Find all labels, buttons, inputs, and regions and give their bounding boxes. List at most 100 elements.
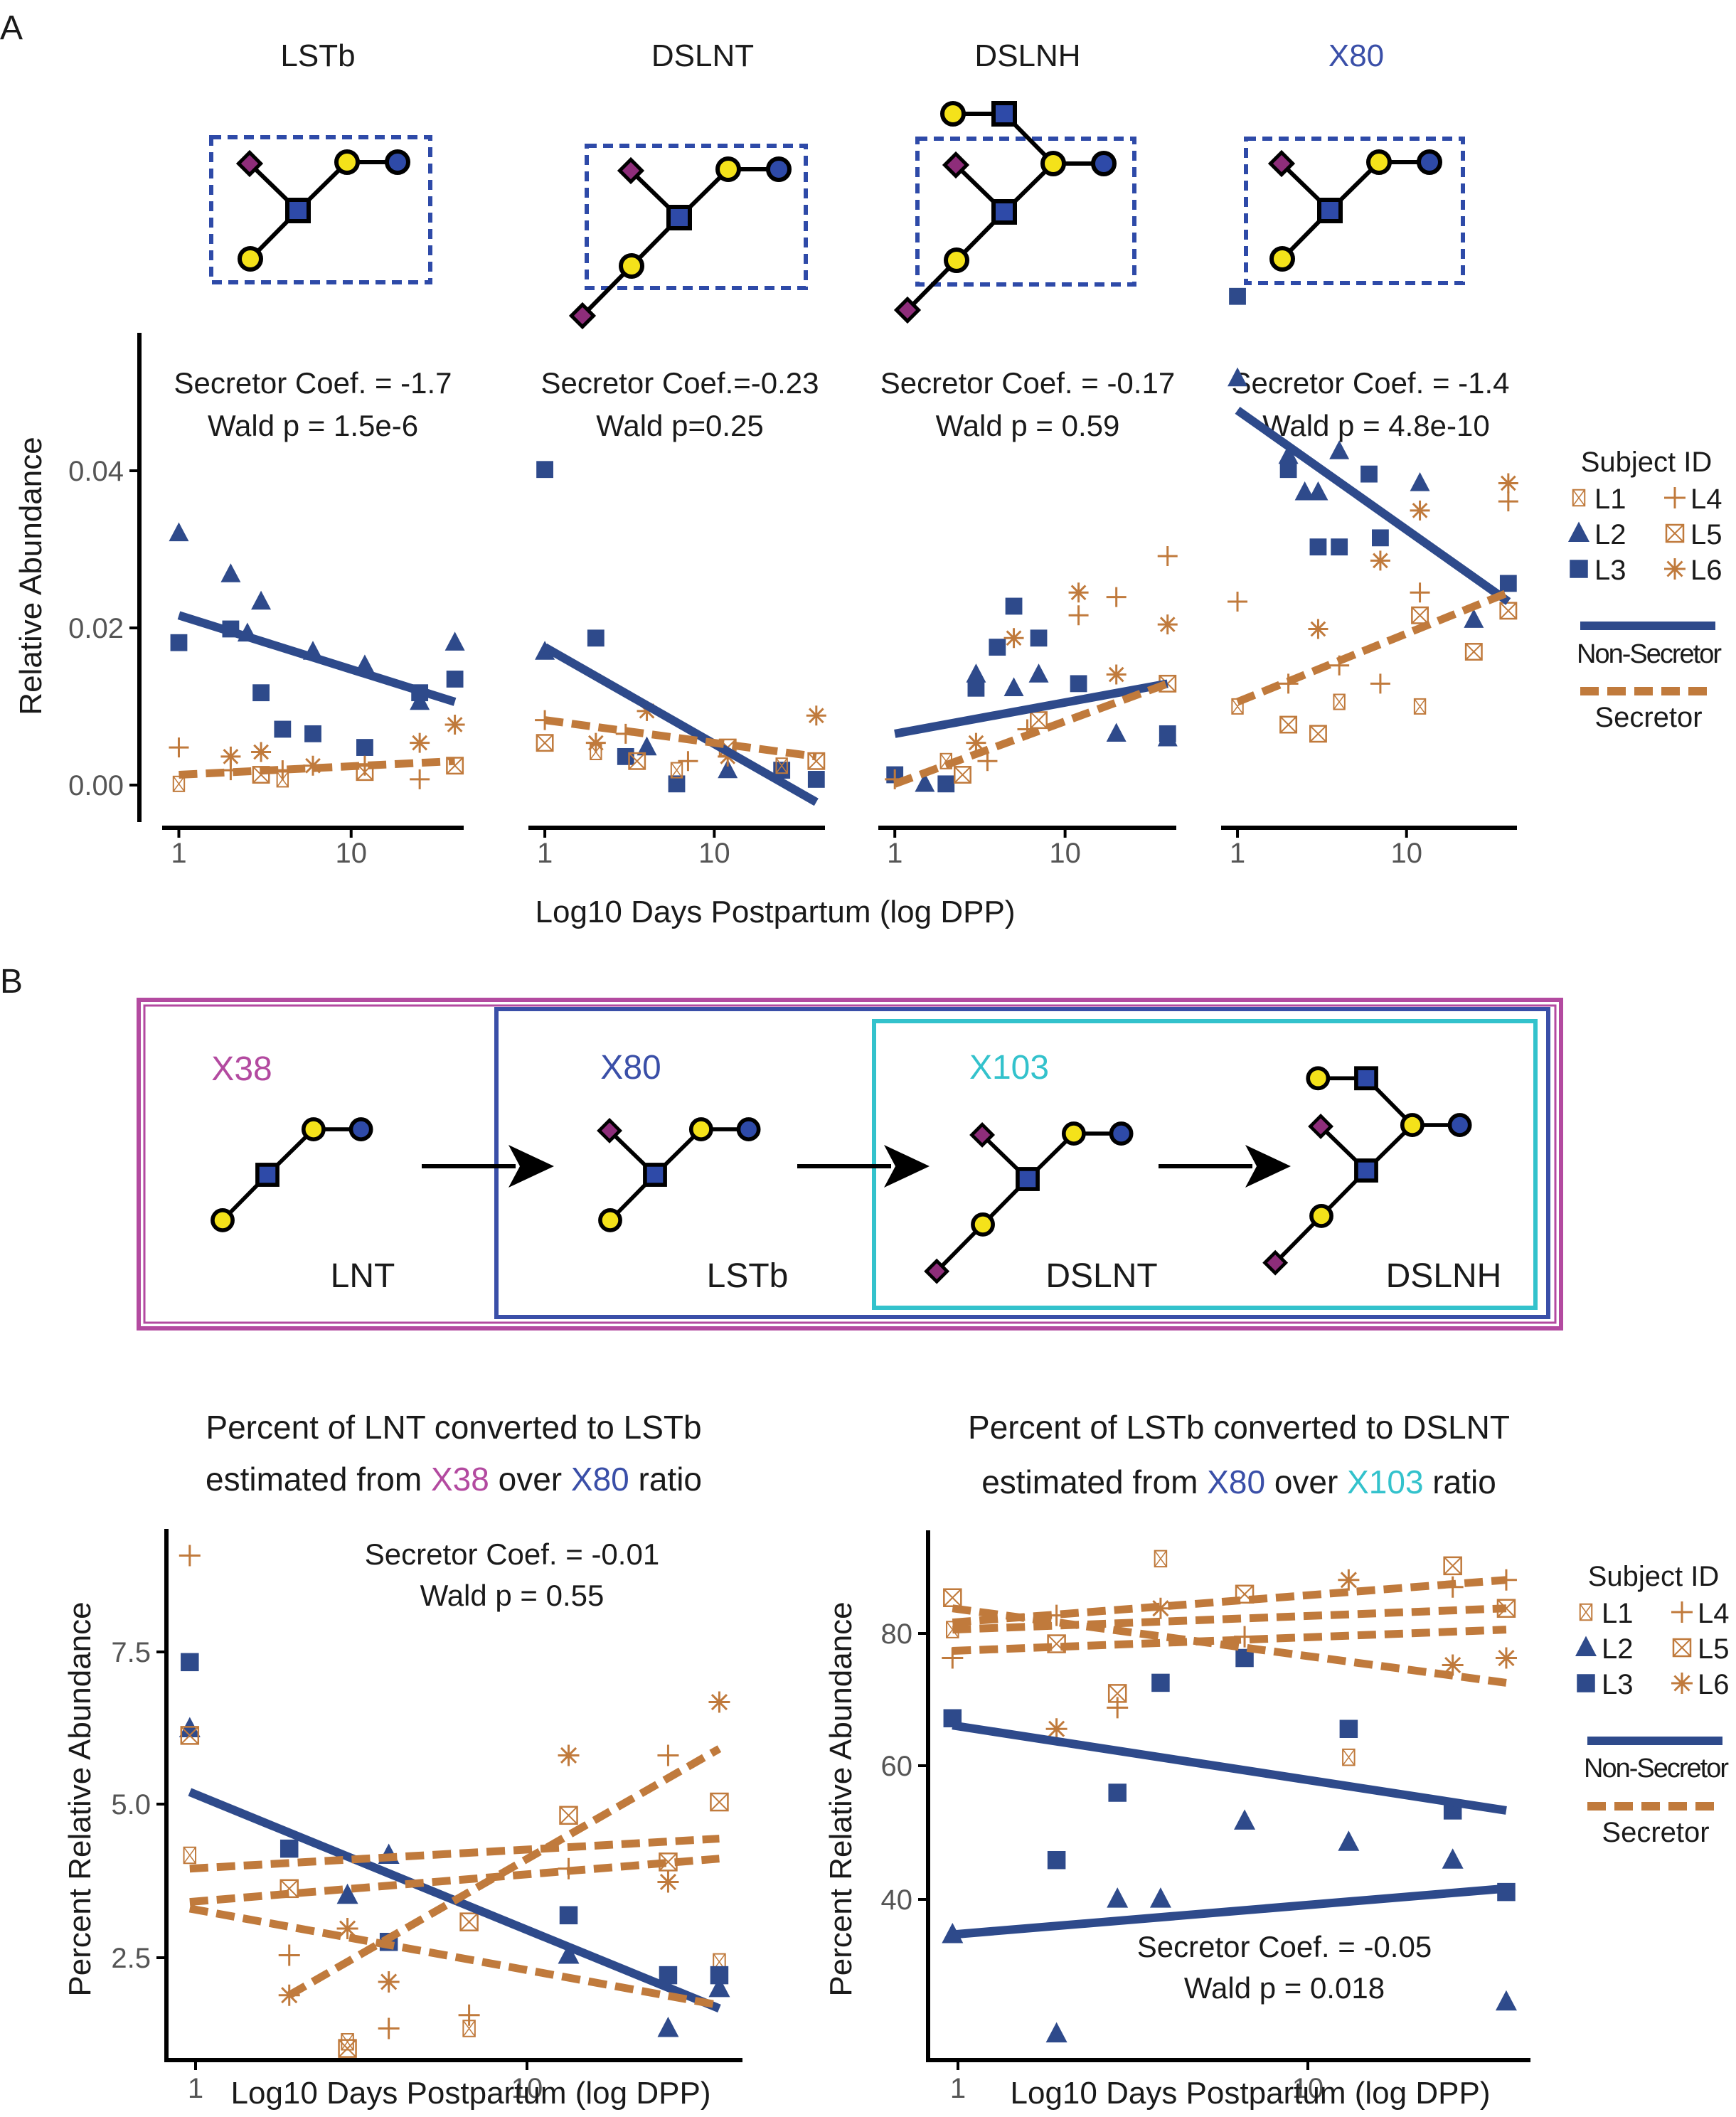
facet-dslnt-plot-point-21	[806, 705, 826, 726]
plot-lstb-to-dslnt-point-35	[1495, 1647, 1517, 1669]
plot-lnt-to-lstb-point-14	[378, 2017, 400, 2039]
facet-lstb-plot	[169, 522, 465, 792]
facet-lstb-plot-fit-0	[177, 611, 457, 706]
legend-b-marker-L3	[1577, 1674, 1595, 1692]
facet-dslnt-plot-point-10	[536, 734, 554, 752]
facet-dslnt-plot-point-5	[668, 775, 686, 793]
facet-x80-plot-point-5	[1308, 481, 1328, 501]
facet-lstb-plot-point-15	[446, 671, 464, 688]
glycan-lnt-b	[213, 1119, 371, 1230]
plot-lstb-to-dslnt-point-11	[1107, 1887, 1129, 1908]
facet-dslnh-plot-point-11	[1106, 722, 1127, 742]
facet-lstb-plot-point-24	[303, 755, 323, 776]
plot-lstb-to-dslnt-point-17	[1154, 1550, 1168, 1568]
plot-lnt-to-lstb	[179, 1545, 730, 2058]
facet-dslnt-plot-point-6	[718, 759, 738, 779]
stat-coef-br: Secretor Coef. = -0.05	[1137, 1930, 1432, 1963]
facet-dslnt-plot	[535, 461, 826, 806]
legend-a-l2: L2	[1594, 519, 1626, 550]
facet-dslnt-plot-point-4	[637, 736, 657, 756]
facet-x80-plot-point-1	[1228, 367, 1248, 387]
glycan-dslnh	[896, 103, 1136, 321]
facet-x80-plot-point-14	[1228, 592, 1248, 612]
legend-a: Subject ID L1 L2 L3 L4 L5 L6 Non-Secreto…	[1568, 447, 1723, 733]
y-tick-a-1: 0.02	[68, 613, 124, 644]
legend-a-l6: L6	[1690, 555, 1722, 586]
facet-dslnh-plot-fit-0	[894, 679, 1168, 738]
x-axis-label-a: Log10 Days Postpartum (log DPP)	[536, 895, 1016, 929]
plot-lnt-to-lstb-point-17	[459, 1912, 479, 1931]
facet-x80-plot-point-23	[1370, 673, 1390, 694]
y-axis-label-br: Percent Relative Abundance	[824, 1601, 858, 1996]
legend-b-l1: L1	[1602, 1598, 1634, 1629]
x-tick-bl-1: 1	[188, 2073, 203, 2104]
facet-x80-plot-point-30	[1498, 491, 1518, 512]
plot-lnt-to-lstb-point-15	[378, 1971, 400, 1993]
facet-x80-plot-point-17	[1278, 673, 1299, 694]
y-tick-br-0: 40	[881, 1884, 913, 1916]
plot-lstb-to-dslnt-point-30	[1442, 1654, 1464, 1676]
x-tick-x80-10: 10	[1390, 838, 1422, 869]
plot-lstb-to-dslnt-fit-4	[952, 1626, 1507, 1655]
plot-lnt-to-lstb-point-0	[181, 1653, 199, 1672]
facet-lstb-plot-point-0	[169, 522, 189, 542]
facet-dslnt-plot-point-8	[807, 771, 825, 788]
pathway-tag-x38: X38	[211, 1050, 272, 1088]
plot-lstb-to-dslnt-point-27	[1442, 1848, 1464, 1869]
pathway-name-lnt: LNT	[331, 1257, 395, 1295]
plot-lnt-to-lstb-point-3	[180, 1726, 200, 1745]
legend-a-l4: L4	[1690, 484, 1722, 515]
legend-b-l4: L4	[1698, 1598, 1730, 1629]
plot-lstb-to-dslnt-point-9	[1045, 1718, 1067, 1740]
glycan-lstb-b	[599, 1119, 758, 1230]
facet-x80-plot-point-31	[1499, 602, 1518, 620]
facet-x80-plot-point-29	[1498, 473, 1518, 494]
facet-x80-plot-point-10	[1372, 529, 1389, 547]
stat-wald-x80: Wald p = 4.8e-10	[1262, 409, 1489, 442]
facet-x80-plot-fit-0	[1235, 407, 1511, 605]
panel-b-right-axes: 40 60 80 1 10 Percent Relative Abundance…	[824, 1530, 1530, 2111]
y-tick-br-1: 60	[881, 1751, 913, 1782]
x-tick-x80-1: 1	[1230, 838, 1245, 869]
facet-dslnh-plot-point-4	[967, 679, 985, 697]
x-tick-lstb-1: 1	[171, 838, 186, 869]
legend-b-l2: L2	[1602, 1633, 1634, 1665]
pathway-arrows	[422, 1145, 1291, 1188]
plot-lnt-to-lstb-point-19	[462, 2020, 476, 2037]
plot-lstb-to-dslnt-point-12	[1107, 1697, 1129, 1719]
legend-b-marker-L4	[1671, 1601, 1693, 1623]
facet-dslnt-plot-point-7	[773, 762, 791, 779]
stat-coef-dslnh: Secretor Coef. = -0.17	[880, 366, 1175, 400]
legend-b-marker-L2	[1575, 1636, 1597, 1656]
facet-dslnt-plot-point-14	[628, 752, 646, 770]
facet-title-dslnt: DSLNT	[651, 38, 754, 73]
pathway-name-dslnt: DSLNT	[1045, 1257, 1157, 1295]
plot-lnt-to-lstb-point-25	[657, 1744, 679, 1766]
stat-wald-lstb: Wald p = 1.5e-6	[208, 409, 418, 442]
facet-dslnh-plot-point-7	[1003, 677, 1024, 696]
pathway-name-lstb: LSTb	[707, 1257, 789, 1295]
legend-b-marker-L1	[1579, 1603, 1593, 1621]
facet-x80-plot-point-18	[1308, 619, 1328, 639]
facet-dslnh-plot-point-27	[1157, 545, 1178, 566]
plot-lnt-to-lstb-point-20	[558, 1744, 580, 1766]
plot-lnt-to-lstb-point-12	[338, 2039, 357, 2058]
legend-a-title: Subject ID	[1581, 447, 1713, 478]
legend-b-l3: L3	[1602, 1669, 1634, 1700]
plot-lstb-to-dslnt-point-13	[1107, 1684, 1127, 1703]
facet-x80-plot-point-13	[1499, 575, 1517, 592]
facet-lstb-plot-point-27	[410, 732, 430, 753]
facet-x80-plot-point-26	[1411, 606, 1429, 624]
plot-lnt-to-lstb-point-29	[657, 2017, 679, 2037]
facet-x80-plot-point-24	[1410, 500, 1430, 521]
plot-lstb-to-dslnt-fit-2	[952, 1576, 1507, 1627]
y-tick-br-2: 80	[881, 1619, 913, 1650]
facet-dslnh-plot-point-2	[937, 775, 955, 793]
y-tick-bl-2: 7.5	[111, 1637, 151, 1668]
stat-wald-bl: Wald p = 0.55	[420, 1579, 605, 1612]
x-axis-label-br: Log10 Days Postpartum (log DPP)	[1011, 2076, 1491, 2111]
facet-dslnt-plot-point-17	[678, 751, 698, 772]
legend-a-non-secretor: Non-Secretor	[1577, 639, 1722, 669]
facet-x80-plot-point-11	[1410, 472, 1430, 491]
panel-label-b: B	[0, 963, 23, 1001]
